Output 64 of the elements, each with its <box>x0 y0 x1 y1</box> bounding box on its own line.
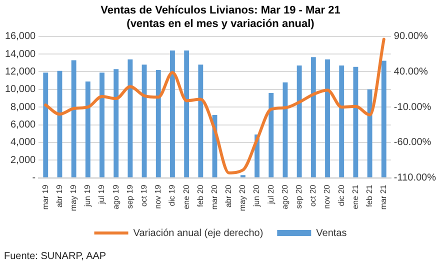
bar <box>310 57 316 178</box>
x-tick-label: ene 20 <box>182 184 191 210</box>
x-tick-label: jun 19 <box>83 184 92 208</box>
bar <box>339 66 344 178</box>
bar <box>170 50 175 178</box>
bar <box>85 81 90 178</box>
source-note: Fuente: SUNARP, AAP <box>4 251 106 262</box>
x-tick-label: may 20 <box>238 184 248 211</box>
x-tick-label: dic 20 <box>336 184 346 206</box>
bar <box>128 59 133 178</box>
line-series <box>44 38 386 174</box>
y-tick-label: 12,000 <box>4 66 36 78</box>
x-tick-label: nov 20 <box>322 184 332 209</box>
x-tick-label: sep 19 <box>125 184 134 209</box>
bar <box>156 70 161 178</box>
x-tick-label: dic 19 <box>168 184 177 206</box>
bar <box>114 69 119 178</box>
x-tick-label: jul 19 <box>97 184 106 205</box>
x-tick-label: ago 19 <box>111 184 120 210</box>
y-tick-label: 2,000 <box>10 154 36 166</box>
x-tick-label: sep 20 <box>294 184 304 209</box>
x-tick-label: jun 20 <box>252 184 262 208</box>
bar <box>325 59 330 178</box>
y2-tick-label: -10.00% <box>394 102 432 113</box>
y2-tick-label: -60.00% <box>394 137 432 148</box>
x-tick-label: jul 20 <box>266 184 276 205</box>
x-tick-label: ene 21 <box>350 184 360 210</box>
bar <box>367 89 372 178</box>
y-tick-label: 4,000 <box>10 137 36 148</box>
x-tick-label: mar 21 <box>379 184 388 210</box>
bar <box>142 64 147 178</box>
x-tick-label: may 19 <box>69 184 78 211</box>
bar <box>353 66 358 178</box>
x-tick-label: nov 19 <box>154 184 163 209</box>
x-tick-label: mar 19 <box>40 184 50 210</box>
x-tick-label: abr 20 <box>224 184 234 208</box>
x-tick-label: ago 20 <box>280 184 290 210</box>
chart-title: Ventas de Vehículos Livianos: Mar 19 - Mar 21 <box>100 4 340 17</box>
x-tick-label: oct 20 <box>308 184 318 207</box>
y-tick-label: 10,000 <box>4 84 36 96</box>
y2-tick-label: 90.00% <box>394 31 428 42</box>
bar <box>198 64 204 178</box>
x-tick-label: feb 21 <box>364 184 374 208</box>
chart-subtitle: (ventas en el mes y variación anual) <box>126 18 315 30</box>
legend-label: Variación anual (eje derecho) <box>133 228 264 239</box>
bar <box>100 72 104 178</box>
x-tick-label: oct 19 <box>139 184 148 207</box>
x-tick-label: mar 20 <box>210 184 219 210</box>
y-tick-label: 16,000 <box>4 31 36 42</box>
bar <box>43 72 48 178</box>
y-tick-label: - <box>32 172 36 184</box>
y-tick-label: 6,000 <box>10 120 36 131</box>
y-tick-label: 14,000 <box>4 48 36 60</box>
bar <box>381 60 386 178</box>
bar <box>71 60 76 178</box>
bar <box>268 92 274 178</box>
x-tick-label: feb 20 <box>196 184 205 208</box>
y2-tick-label: 40.00% <box>394 66 428 78</box>
bar <box>184 50 190 178</box>
y-tick-label: 8,000 <box>10 102 36 113</box>
legend-label: Ventas <box>316 228 347 239</box>
bar <box>296 66 302 178</box>
x-tick-label: abr 19 <box>54 184 64 208</box>
y2-tick-label: -110.00% <box>394 172 436 184</box>
